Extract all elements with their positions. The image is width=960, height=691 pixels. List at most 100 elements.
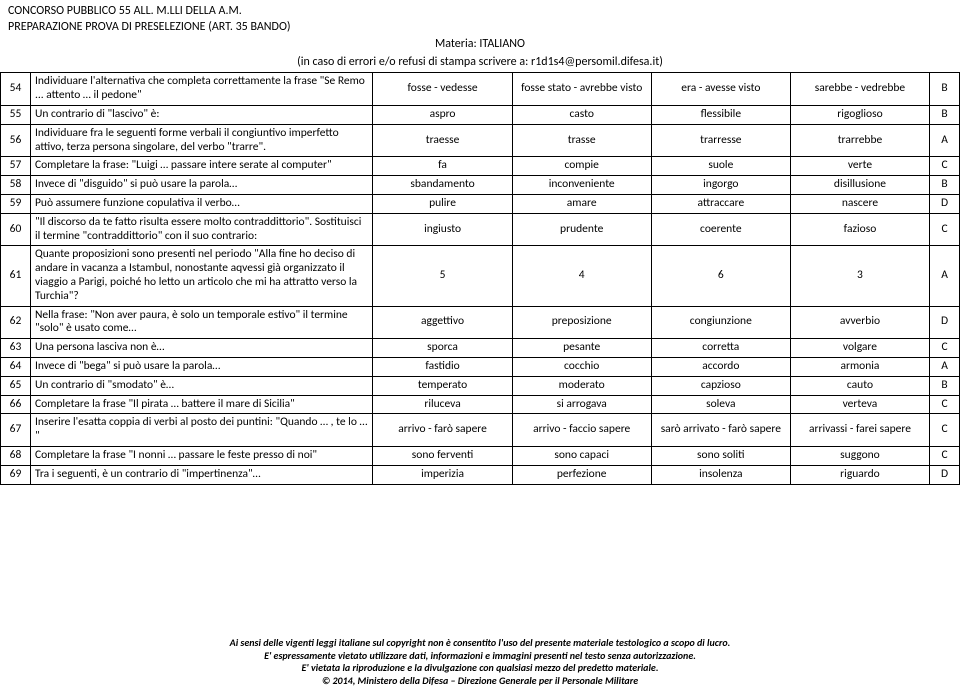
answer: D bbox=[930, 194, 960, 213]
answer: B bbox=[930, 376, 960, 395]
option-b: perfezione bbox=[512, 465, 651, 484]
option-a: imperizia bbox=[373, 465, 512, 484]
table-row: 59Può assumere funzione copulativa il ve… bbox=[1, 194, 960, 213]
row-number: 54 bbox=[1, 73, 31, 106]
row-number: 68 bbox=[1, 446, 31, 465]
option-d: 3 bbox=[790, 246, 929, 306]
table-row: 67Inserire l'esatta coppia di verbi al p… bbox=[1, 414, 960, 447]
option-b: prudente bbox=[512, 213, 651, 246]
option-c: insolenza bbox=[651, 465, 790, 484]
table-row: 64Invece di "bega" si può usare la parol… bbox=[1, 357, 960, 376]
table-row: 61Quante proposizioni sono presenti nel … bbox=[1, 246, 960, 306]
option-a: fastidio bbox=[373, 357, 512, 376]
question-text: Può assumere funzione copulativa il verb… bbox=[30, 194, 373, 213]
option-d: rigoglioso bbox=[790, 105, 929, 124]
row-number: 56 bbox=[1, 124, 31, 157]
option-b: cocchio bbox=[512, 357, 651, 376]
answer: A bbox=[930, 357, 960, 376]
option-a: riluceva bbox=[373, 395, 512, 414]
option-d: trarrebbe bbox=[790, 124, 929, 157]
option-c: capzioso bbox=[651, 376, 790, 395]
footer: Ai sensi delle vigenti leggi italiane su… bbox=[0, 637, 960, 687]
option-a: 5 bbox=[373, 246, 512, 306]
option-d: avverbio bbox=[790, 306, 929, 339]
header-subject: Materia: ITALIANO bbox=[8, 37, 952, 53]
option-b: compie bbox=[512, 157, 651, 176]
table-row: 68Completare la frase "I nonni … passare… bbox=[1, 446, 960, 465]
row-number: 64 bbox=[1, 357, 31, 376]
option-d: disillusione bbox=[790, 176, 929, 195]
row-number: 62 bbox=[1, 306, 31, 339]
option-b: sono capaci bbox=[512, 446, 651, 465]
document-header: CONCORSO PUBBLICO 55 ALL. M.LLI DELLA A.… bbox=[0, 0, 960, 72]
table-row: 62Nella frase: "Non aver paura, è solo u… bbox=[1, 306, 960, 339]
table-row: 55Un contrario di "lascivo" è:asprocasto… bbox=[1, 105, 960, 124]
option-b: moderato bbox=[512, 376, 651, 395]
option-c: era - avesse visto bbox=[651, 73, 790, 106]
option-b: pesante bbox=[512, 339, 651, 358]
table-row: 54Individuare l'alternativa che completa… bbox=[1, 73, 960, 106]
option-a: sono ferventi bbox=[373, 446, 512, 465]
footer-line-4: © 2014, Ministero della Difesa – Direzio… bbox=[0, 675, 960, 688]
option-c: suole bbox=[651, 157, 790, 176]
question-text: Una persona lasciva non è… bbox=[30, 339, 373, 358]
row-number: 59 bbox=[1, 194, 31, 213]
option-c: attraccare bbox=[651, 194, 790, 213]
answer: A bbox=[930, 246, 960, 306]
row-number: 55 bbox=[1, 105, 31, 124]
answer: B bbox=[930, 105, 960, 124]
question-text: Individuare fra le seguenti forme verbal… bbox=[30, 124, 373, 157]
question-text: Un contrario di "lascivo" è: bbox=[30, 105, 373, 124]
option-d: cauto bbox=[790, 376, 929, 395]
table-row: 58Invece di "disguido" si può usare la p… bbox=[1, 176, 960, 195]
answer: C bbox=[930, 339, 960, 358]
answer: C bbox=[930, 157, 960, 176]
option-c: congiunzione bbox=[651, 306, 790, 339]
row-number: 61 bbox=[1, 246, 31, 306]
question-text: Completare la frase "I nonni … passare l… bbox=[30, 446, 373, 465]
option-c: accordo bbox=[651, 357, 790, 376]
answer: B bbox=[930, 73, 960, 106]
row-number: 65 bbox=[1, 376, 31, 395]
table-row: 65Un contrario di "smodato" è…temperatom… bbox=[1, 376, 960, 395]
option-d: riguardo bbox=[790, 465, 929, 484]
row-number: 69 bbox=[1, 465, 31, 484]
option-b: trasse bbox=[512, 124, 651, 157]
option-b: casto bbox=[512, 105, 651, 124]
option-a: temperato bbox=[373, 376, 512, 395]
row-number: 57 bbox=[1, 157, 31, 176]
option-c: ingorgo bbox=[651, 176, 790, 195]
option-b: 4 bbox=[512, 246, 651, 306]
option-b: si arrogava bbox=[512, 395, 651, 414]
option-b: preposizione bbox=[512, 306, 651, 339]
option-c: sarò arrivato - farò sapere bbox=[651, 414, 790, 447]
option-c: flessibile bbox=[651, 105, 790, 124]
option-d: volgare bbox=[790, 339, 929, 358]
option-d: verteva bbox=[790, 395, 929, 414]
option-c: corretta bbox=[651, 339, 790, 358]
header-line-2: PREPARAZIONE PROVA DI PRESELEZIONE (ART.… bbox=[8, 20, 952, 36]
row-number: 66 bbox=[1, 395, 31, 414]
answer: D bbox=[930, 306, 960, 339]
answer: C bbox=[930, 395, 960, 414]
option-d: arrivassi - farei sapere bbox=[790, 414, 929, 447]
table-row: 57Completare la frase: "Luigi … passare … bbox=[1, 157, 960, 176]
option-d: nascere bbox=[790, 194, 929, 213]
header-note: (in caso di errori e/o refusi di stampa … bbox=[8, 55, 952, 71]
footer-line-1: Ai sensi delle vigenti leggi italiane su… bbox=[0, 637, 960, 650]
answer: C bbox=[930, 213, 960, 246]
header-line-1: CONCORSO PUBBLICO 55 ALL. M.LLI DELLA A.… bbox=[8, 4, 952, 20]
question-text: Individuare l'alternativa che completa c… bbox=[30, 73, 373, 106]
row-number: 58 bbox=[1, 176, 31, 195]
option-a: sbandamento bbox=[373, 176, 512, 195]
option-c: trarresse bbox=[651, 124, 790, 157]
question-text: Inserire l'esatta coppia di verbi al pos… bbox=[30, 414, 373, 447]
row-number: 63 bbox=[1, 339, 31, 358]
question-text: Invece di "disguido" si può usare la par… bbox=[30, 176, 373, 195]
question-text: Completare la frase: "Luigi … passare in… bbox=[30, 157, 373, 176]
question-text: Nella frase: "Non aver paura, è solo un … bbox=[30, 306, 373, 339]
option-c: soleva bbox=[651, 395, 790, 414]
option-d: sarebbe - vedrebbe bbox=[790, 73, 929, 106]
question-text: Invece di "bega" si può usare la parola… bbox=[30, 357, 373, 376]
question-text: Quante proposizioni sono presenti nel pe… bbox=[30, 246, 373, 306]
